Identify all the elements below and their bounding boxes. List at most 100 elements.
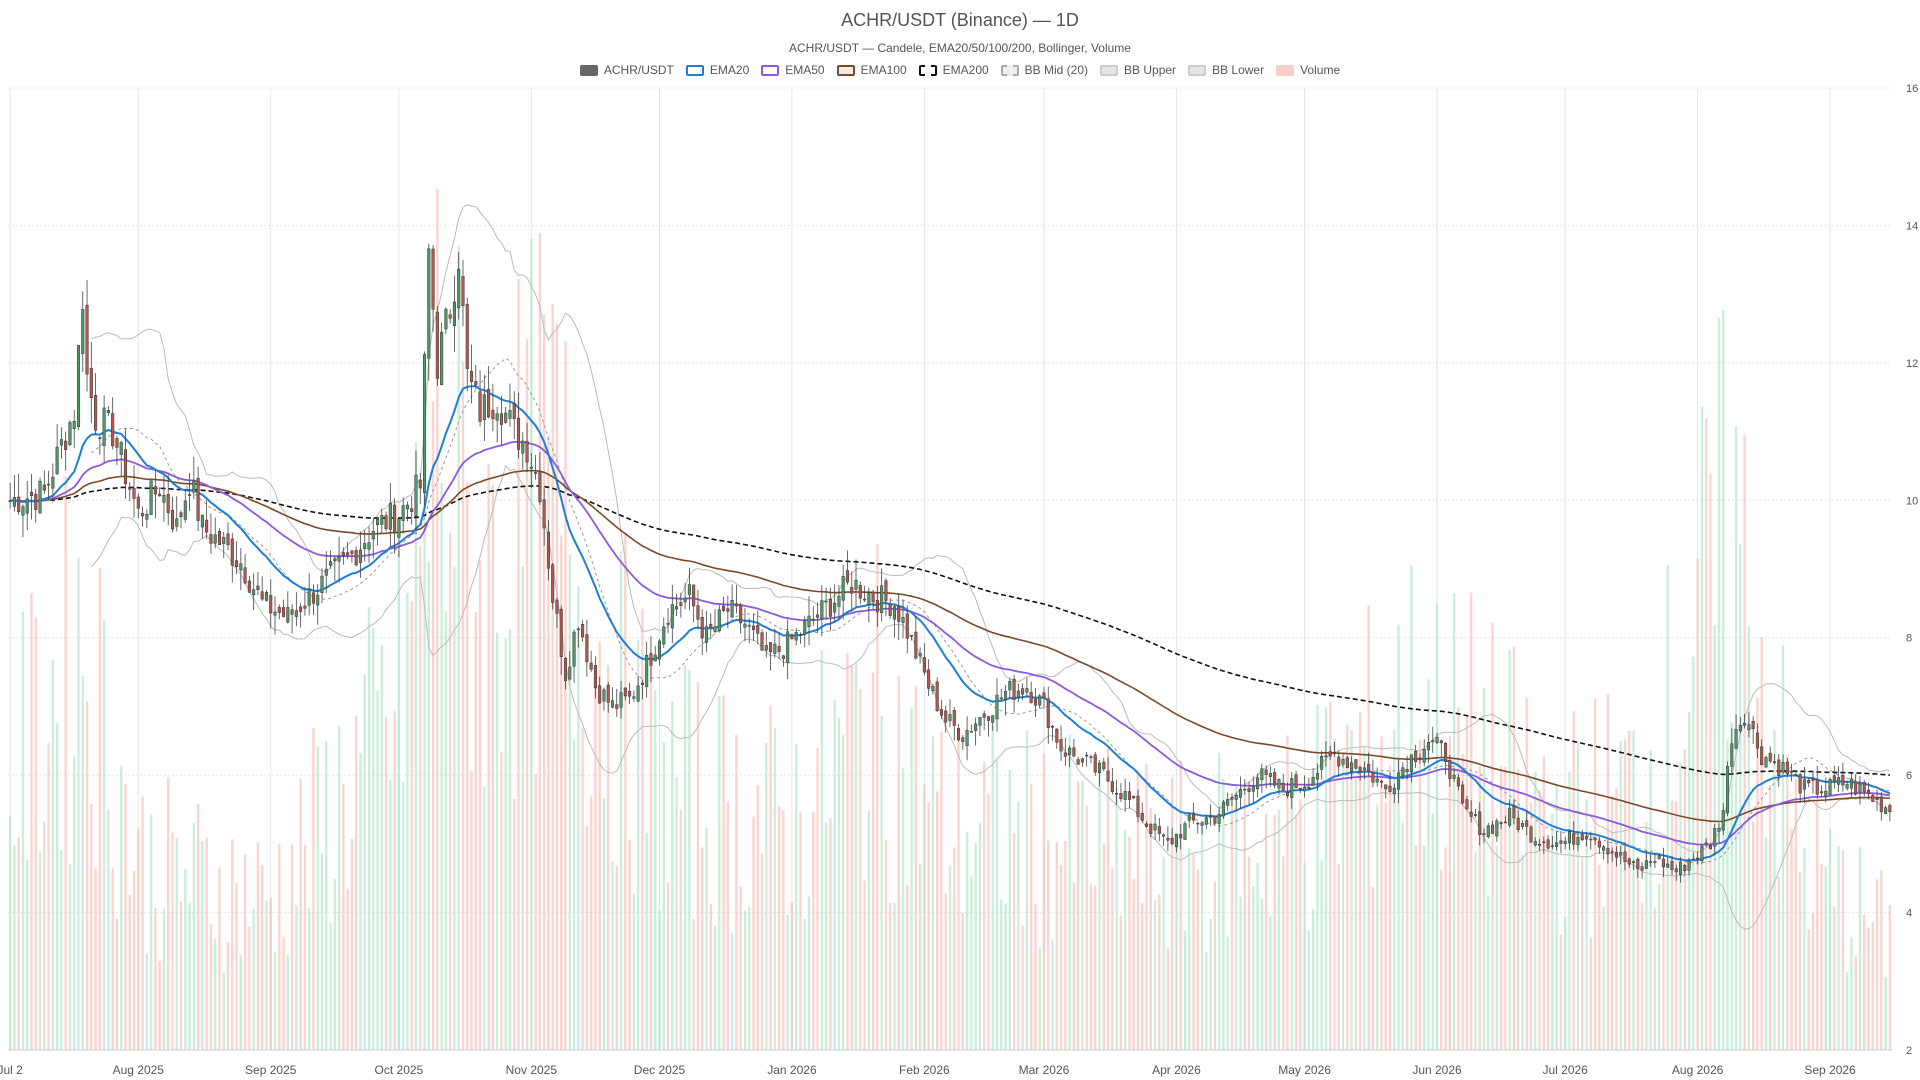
volume-bar <box>1764 836 1768 1050</box>
candle-body <box>747 624 751 627</box>
volume-bar <box>961 912 964 1050</box>
volume-bar <box>1585 799 1588 1050</box>
candle-body <box>1674 868 1678 873</box>
legend-item-bblow[interactable]: BB Lower <box>1188 63 1264 77</box>
candle-body <box>226 533 230 546</box>
candle-body <box>897 606 901 622</box>
candle-body <box>555 599 559 614</box>
volume-bar <box>128 894 131 1050</box>
volume-bar <box>675 777 678 1050</box>
legend-swatch-ema100 <box>836 64 855 76</box>
candle-body <box>1140 812 1144 821</box>
volume-bar <box>1687 712 1691 1050</box>
volume-bar <box>214 938 217 1050</box>
legend-item-bbup[interactable]: BB Upper <box>1100 63 1176 77</box>
volume-bar <box>483 786 486 1050</box>
candle-body <box>1350 762 1354 772</box>
volume-bar <box>897 676 900 1050</box>
candle-body <box>1478 811 1482 835</box>
volume-bar <box>196 803 200 1050</box>
candle-body <box>363 543 367 549</box>
legend-item-ema100[interactable]: EMA100 <box>836 63 907 77</box>
volume-bar <box>192 823 196 1050</box>
volume-bar <box>1333 738 1336 1050</box>
candle-body <box>12 497 16 507</box>
volume-bar <box>1816 800 1819 1050</box>
candle-body <box>401 505 405 521</box>
candle-body <box>170 509 175 530</box>
candle-body <box>1602 846 1606 851</box>
volume-bar <box>1820 864 1823 1050</box>
volume-bar <box>799 812 802 1050</box>
legend-item-ema200[interactable]: EMA200 <box>918 63 989 77</box>
volume-bar <box>1418 739 1422 1050</box>
candle-body <box>329 561 333 566</box>
candle-body <box>205 519 209 533</box>
candle-body <box>183 500 187 520</box>
volume-bar <box>389 779 392 1050</box>
volume-bar <box>312 728 315 1050</box>
candle-body <box>777 646 781 652</box>
volume-bar <box>51 659 55 1050</box>
candle-body <box>64 440 68 451</box>
legend-item-volume[interactable]: Volume <box>1276 63 1340 77</box>
volume-bar <box>782 810 785 1050</box>
volume-bar <box>346 888 349 1050</box>
candle-body <box>380 515 384 525</box>
candle-body <box>1580 834 1584 841</box>
candle-body <box>1080 758 1084 763</box>
candle-body <box>89 367 93 398</box>
legend-item-ema50[interactable]: EMA50 <box>761 63 825 77</box>
candle-body <box>1422 748 1426 763</box>
volume-bar <box>846 653 849 1050</box>
volume-bar <box>918 864 922 1050</box>
volume-bar <box>1329 702 1332 1050</box>
candle-body <box>1819 791 1824 794</box>
candle-body <box>713 626 717 632</box>
candle-body <box>1794 774 1798 776</box>
volume-bar <box>807 896 811 1050</box>
candle-body <box>1824 790 1828 797</box>
volume-bar <box>495 632 499 1050</box>
candle-body <box>1452 774 1456 779</box>
candle-body <box>704 626 709 643</box>
volume-bar <box>577 586 580 1050</box>
volume-bar <box>85 701 89 1050</box>
volume-bar <box>1837 846 1840 1050</box>
candle-body <box>115 438 119 448</box>
candle-body <box>1614 852 1618 858</box>
candle-body <box>1585 836 1589 840</box>
volume-bar <box>1709 473 1712 1050</box>
candle-body <box>1538 843 1542 846</box>
volume-bar <box>1235 786 1238 1050</box>
candle-body <box>1567 831 1571 844</box>
volume-bar <box>149 814 153 1050</box>
candle-body <box>1123 791 1127 800</box>
candle-body <box>1465 799 1469 810</box>
candle-body <box>615 704 619 709</box>
legend-item-ema20[interactable]: EMA20 <box>685 63 749 77</box>
candle-body <box>8 500 12 502</box>
x-tick-label: Sep 2026 <box>1804 1063 1856 1077</box>
volume-bar <box>589 796 593 1050</box>
candle-body <box>256 585 260 591</box>
candle-body <box>743 623 747 628</box>
candle-body <box>1320 756 1324 770</box>
volume-bar <box>765 742 768 1050</box>
volume-bar <box>1162 856 1165 1050</box>
candle-body <box>1525 820 1529 827</box>
volume-bar <box>1196 869 1199 1050</box>
volume-bar <box>508 629 512 1050</box>
candle-body <box>1828 779 1832 796</box>
volume-bar <box>572 739 576 1050</box>
legend-item-price[interactable]: ACHR/USDT <box>579 63 674 77</box>
volume-bar <box>333 879 336 1050</box>
volume-bar <box>598 641 601 1050</box>
legend-swatch-ema20 <box>685 64 704 76</box>
volume-bar <box>530 238 533 1050</box>
volume-bar <box>1751 821 1755 1050</box>
volume-bar <box>756 785 759 1050</box>
legend-item-bbmid[interactable]: BB Mid (20) <box>1000 63 1088 77</box>
volume-bar <box>30 592 33 1050</box>
candle-body <box>1204 817 1208 825</box>
